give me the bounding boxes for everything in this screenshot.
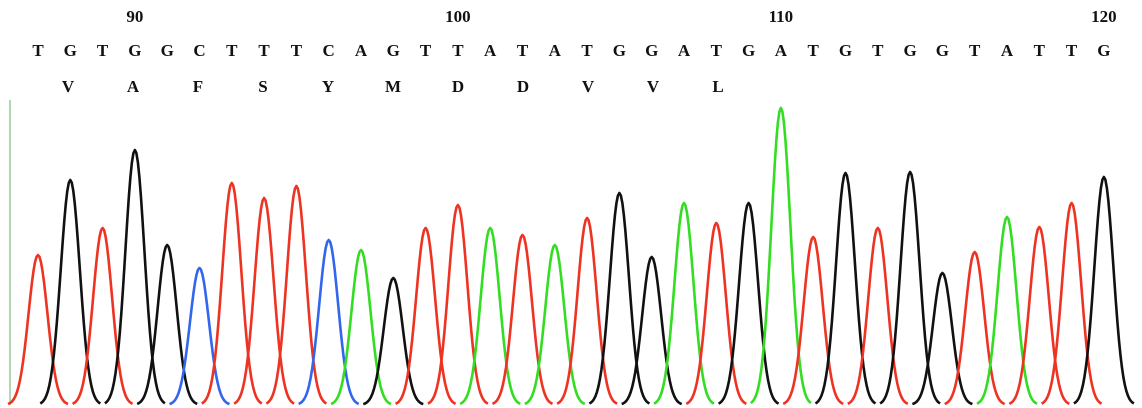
base-letter: T — [32, 41, 44, 60]
base-letter: T — [97, 41, 109, 60]
peak — [880, 172, 940, 403]
base-letter: G — [161, 41, 174, 60]
base-letter: G — [613, 41, 626, 60]
peak — [622, 257, 682, 404]
base-letter: G — [128, 41, 141, 60]
base-letter: C — [193, 41, 205, 60]
base-letter: G — [936, 41, 949, 60]
amino-acid: D — [452, 77, 464, 96]
amino-acid: L — [712, 77, 723, 96]
peak — [40, 180, 100, 404]
peak — [363, 278, 423, 404]
base-letter: T — [226, 41, 238, 60]
position-label: 100 — [445, 7, 471, 26]
base-letter: T — [517, 41, 529, 60]
base-letter: T — [452, 41, 464, 60]
amino-acid: D — [517, 77, 529, 96]
chromatogram: 90100110120TGTGGCTTTCAGTTATATGGATGATGTGG… — [0, 0, 1142, 408]
base-letter: C — [323, 41, 335, 60]
position-label: 90 — [126, 7, 143, 26]
peak — [848, 228, 908, 404]
base-letter: A — [775, 41, 788, 60]
amino-acid: V — [62, 77, 75, 96]
base-letter: T — [420, 41, 432, 60]
base-letter: A — [549, 41, 562, 60]
base-letter: T — [258, 41, 270, 60]
base-letter: T — [291, 41, 303, 60]
position-label: 110 — [769, 7, 794, 26]
base-letter: G — [839, 41, 852, 60]
base-letter: G — [1097, 41, 1110, 60]
base-letter: T — [969, 41, 981, 60]
base-letter: G — [645, 41, 658, 60]
amino-acid: A — [127, 77, 140, 96]
base-letter: T — [711, 41, 723, 60]
amino-acid: S — [258, 77, 267, 96]
amino-acid: V — [647, 77, 660, 96]
base-letter: T — [581, 41, 593, 60]
base-letter: T — [872, 41, 884, 60]
peak — [105, 150, 165, 403]
base-letter: A — [1001, 41, 1014, 60]
base-letter: G — [64, 41, 77, 60]
base-letter: A — [484, 41, 497, 60]
amino-acid: Y — [322, 77, 334, 96]
peak — [816, 173, 876, 403]
base-letter: A — [678, 41, 691, 60]
amino-acid: F — [193, 77, 203, 96]
base-letter: G — [742, 41, 755, 60]
peak — [945, 252, 1005, 404]
peak — [73, 228, 133, 404]
base-letter: T — [1034, 41, 1046, 60]
amino-acid: V — [582, 77, 595, 96]
base-letter: T — [808, 41, 820, 60]
base-letter: G — [387, 41, 400, 60]
base-letter: G — [903, 41, 916, 60]
amino-acid: M — [385, 77, 401, 96]
base-letter: A — [355, 41, 368, 60]
base-letter: T — [1066, 41, 1078, 60]
peak — [751, 108, 811, 403]
position-label: 120 — [1091, 7, 1117, 26]
